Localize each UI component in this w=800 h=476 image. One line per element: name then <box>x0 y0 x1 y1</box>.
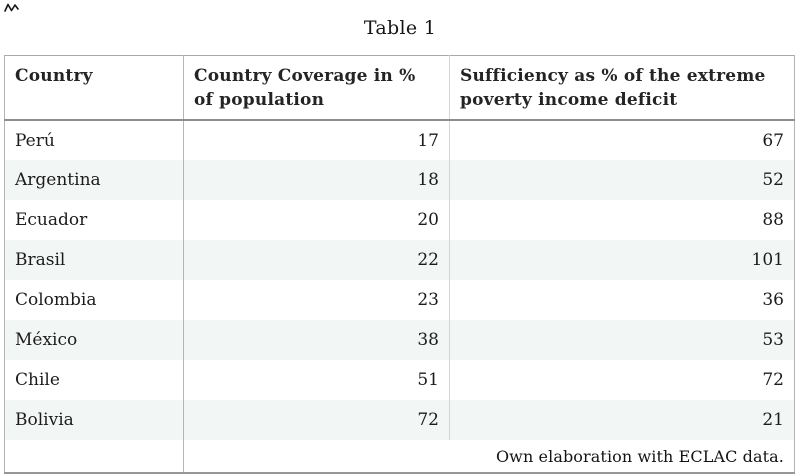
table-footer: Own elaboration with ECLAC data. <box>4 440 795 474</box>
header-sufficiency: Sufficiency as % of the extreme poverty … <box>449 55 795 122</box>
cell-country: Perú <box>4 120 184 161</box>
table-row: Perú 17 67 <box>4 120 795 161</box>
cell-country: Brasil <box>4 240 184 281</box>
cell-country: Ecuador <box>4 200 184 241</box>
coverage-sufficiency-table: Country Country Coverage in % of populat… <box>4 55 795 475</box>
source-note: Own elaboration with ECLAC data. <box>183 440 795 474</box>
cell-country: Colombia <box>4 280 184 321</box>
cell-coverage: 22 <box>183 240 450 281</box>
table-header: Country Country Coverage in % of populat… <box>4 55 795 122</box>
page-title: Table 1 <box>363 17 437 39</box>
cell-coverage: 18 <box>183 160 450 201</box>
table-container: Country Country Coverage in % of populat… <box>4 55 795 475</box>
cell-sufficiency: 67 <box>762 130 784 151</box>
footer-empty-cell <box>4 440 184 474</box>
table-row: Ecuador 20 88 <box>4 200 795 241</box>
cell-coverage: 17 <box>183 120 450 161</box>
cell-sufficiency: 52 <box>762 170 784 191</box>
cell-coverage: 38 <box>183 320 450 361</box>
corner-scribble-mark <box>4 3 19 12</box>
table-row: Argentina 18 52 <box>4 160 795 201</box>
cell-sufficiency: 88 <box>762 210 784 231</box>
table-row: Brasil 22 101 <box>4 240 795 281</box>
table-row: Chile 51 72 <box>4 360 795 401</box>
cell-sufficiency: 21 <box>762 410 784 431</box>
cell-sufficiency: 72 <box>762 370 784 391</box>
header-country: Country <box>4 55 184 122</box>
table-row: Colombia 23 36 <box>4 280 795 321</box>
cell-country: Chile <box>4 360 184 401</box>
cell-coverage: 51 <box>183 360 450 401</box>
table-body: Perú 17 67 Argentina 18 52 Ecuador 20 88… <box>4 120 795 441</box>
cell-country: México <box>4 320 184 361</box>
table-row: Bolivia 72 21 <box>4 400 795 441</box>
cell-sufficiency: 36 <box>762 290 784 311</box>
table-row: México 38 53 <box>4 320 795 361</box>
header-coverage: Country Coverage in % of population <box>183 55 450 122</box>
cell-sufficiency: 53 <box>762 330 784 351</box>
cell-country: Argentina <box>4 160 184 201</box>
cell-sufficiency: 101 <box>751 250 784 271</box>
header-row: Country Country Coverage in % of populat… <box>4 55 795 122</box>
cell-country: Bolivia <box>4 400 184 441</box>
cell-coverage: 23 <box>183 280 450 321</box>
cell-coverage: 20 <box>183 200 450 241</box>
footer-row: Own elaboration with ECLAC data. <box>4 440 795 474</box>
cell-coverage: 72 <box>183 400 450 441</box>
